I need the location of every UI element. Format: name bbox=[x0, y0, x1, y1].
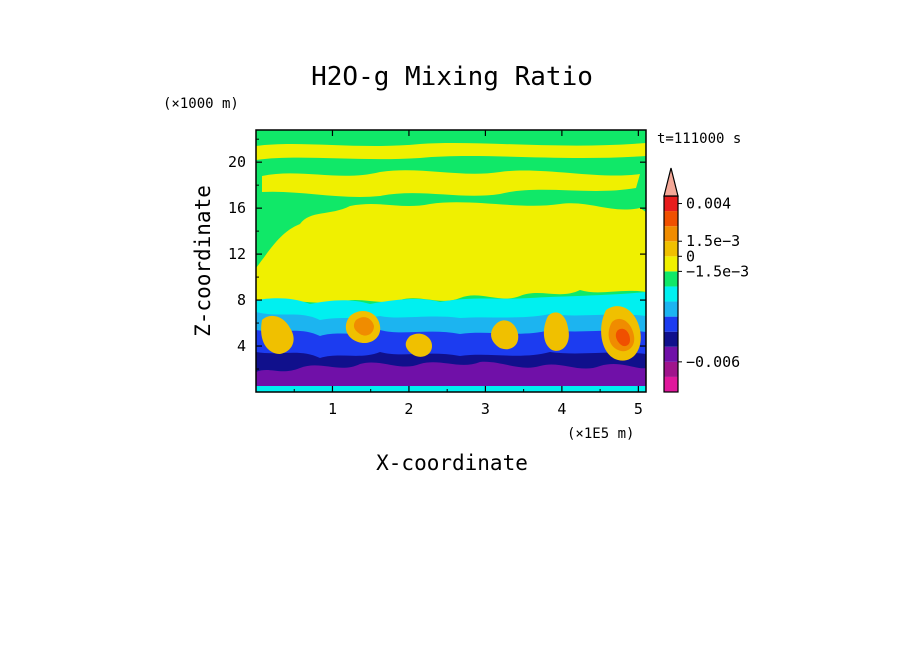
x-tick-label: 1 bbox=[328, 400, 337, 418]
field-yellow-mass bbox=[256, 202, 646, 304]
x-unit-label: (×1E5 m) bbox=[567, 426, 634, 442]
contour-field bbox=[256, 130, 646, 392]
y-tick-label: 20 bbox=[228, 153, 246, 171]
y-tick-label: 4 bbox=[237, 337, 246, 355]
field-yellow-band-1 bbox=[256, 143, 646, 160]
time-label: t=111000 s bbox=[657, 131, 741, 147]
colorbar-level-box bbox=[664, 331, 678, 347]
colorbar: 0.004 1.5e−30−1.5e−3 −0.006 bbox=[663, 167, 749, 393]
plume-4 bbox=[491, 320, 519, 350]
x-axis-title: X-coordinate bbox=[376, 451, 528, 475]
y-tick-label: 16 bbox=[228, 199, 246, 217]
colorbar-level-box bbox=[664, 301, 678, 317]
field-plumes bbox=[261, 306, 641, 361]
colorbar-level-box bbox=[664, 361, 678, 377]
colorbar-level-box bbox=[664, 346, 678, 362]
colorbar-label: 0 bbox=[686, 247, 695, 265]
colorbar-level-box bbox=[664, 286, 678, 302]
y-unit-label: (×1000 m) bbox=[163, 96, 239, 112]
x-tick-label: 4 bbox=[557, 400, 566, 418]
x-tick-label: 3 bbox=[481, 400, 490, 418]
y-tick-label: 8 bbox=[237, 291, 246, 309]
colorbar-level-box bbox=[664, 316, 678, 332]
y-tick-label: 12 bbox=[228, 245, 246, 263]
colorbar-label: 1.5e−3 bbox=[686, 232, 740, 250]
colorbar-label: −0.006 bbox=[686, 353, 740, 371]
plume-2-core bbox=[353, 317, 374, 336]
field-yellow-band-2 bbox=[262, 170, 640, 197]
colorbar-level-box bbox=[664, 226, 678, 242]
plume-6-hot bbox=[615, 328, 630, 347]
x-axis: 1 2 3 4 5 bbox=[293, 130, 643, 418]
plume-1 bbox=[261, 315, 294, 354]
colorbar-over-triangle bbox=[663, 167, 679, 197]
colorbar-level-box bbox=[664, 196, 678, 212]
colorbar-level-box bbox=[664, 211, 678, 227]
colorbar-label: 0.004 bbox=[686, 195, 731, 213]
y-axis: 4 8 12 16 20 bbox=[228, 138, 646, 370]
colorbar-level-box bbox=[664, 376, 678, 392]
field-surface-streaks bbox=[256, 386, 646, 392]
colorbar-label: −1.5e−3 bbox=[686, 262, 749, 280]
colorbar-level-box bbox=[664, 241, 678, 257]
colorbar-level-box bbox=[664, 256, 678, 272]
y-axis-title: Z-coordinate bbox=[191, 185, 215, 337]
x-tick-label: 5 bbox=[634, 400, 643, 418]
plot-frame bbox=[255, 129, 647, 393]
plume-3 bbox=[405, 333, 432, 357]
x-tick-label: 2 bbox=[404, 400, 413, 418]
colorbar-level-box bbox=[664, 271, 678, 287]
chart-title: H2O-g Mixing Ratio bbox=[311, 62, 593, 92]
plume-5 bbox=[543, 312, 569, 351]
field-purple-layer bbox=[256, 361, 646, 392]
